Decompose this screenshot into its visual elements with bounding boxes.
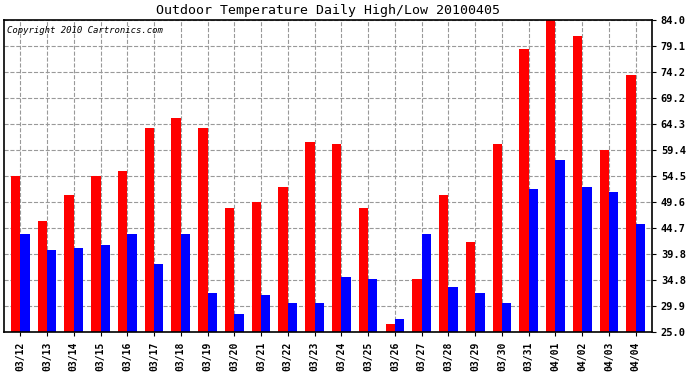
Bar <box>422 234 431 332</box>
Bar <box>386 324 395 332</box>
Bar <box>11 176 20 332</box>
Bar <box>145 128 154 332</box>
Bar <box>315 303 324 332</box>
Bar <box>225 208 235 332</box>
Text: Copyright 2010 Cartronics.com: Copyright 2010 Cartronics.com <box>8 26 164 35</box>
Bar <box>208 292 217 332</box>
Bar <box>38 221 47 332</box>
Bar <box>529 189 538 332</box>
Bar <box>332 144 342 332</box>
Bar <box>261 296 270 332</box>
Bar <box>171 118 181 332</box>
Bar <box>368 279 377 332</box>
Bar <box>627 75 635 332</box>
Bar <box>635 224 645 332</box>
Bar <box>342 277 351 332</box>
Bar <box>127 234 137 332</box>
Bar <box>305 142 315 332</box>
Title: Outdoor Temperature Daily High/Low 20100405: Outdoor Temperature Daily High/Low 20100… <box>156 4 500 17</box>
Bar <box>74 248 83 332</box>
Bar <box>413 279 422 332</box>
Bar <box>198 128 208 332</box>
Bar <box>181 234 190 332</box>
Bar <box>64 195 74 332</box>
Bar <box>20 234 30 332</box>
Bar <box>252 202 261 332</box>
Bar <box>466 242 475 332</box>
Bar <box>546 20 555 332</box>
Bar <box>279 187 288 332</box>
Bar <box>118 171 127 332</box>
Bar <box>47 250 57 332</box>
Bar <box>101 245 110 332</box>
Bar <box>395 319 404 332</box>
Bar <box>154 264 164 332</box>
Bar <box>609 192 618 332</box>
Bar <box>600 150 609 332</box>
Bar <box>555 160 565 332</box>
Bar <box>439 195 449 332</box>
Bar <box>475 292 484 332</box>
Bar <box>91 176 101 332</box>
Bar <box>493 144 502 332</box>
Bar <box>582 187 591 332</box>
Bar <box>502 303 511 332</box>
Bar <box>359 208 368 332</box>
Bar <box>235 314 244 332</box>
Bar <box>448 287 457 332</box>
Bar <box>288 303 297 332</box>
Bar <box>573 36 582 332</box>
Bar <box>520 49 529 332</box>
